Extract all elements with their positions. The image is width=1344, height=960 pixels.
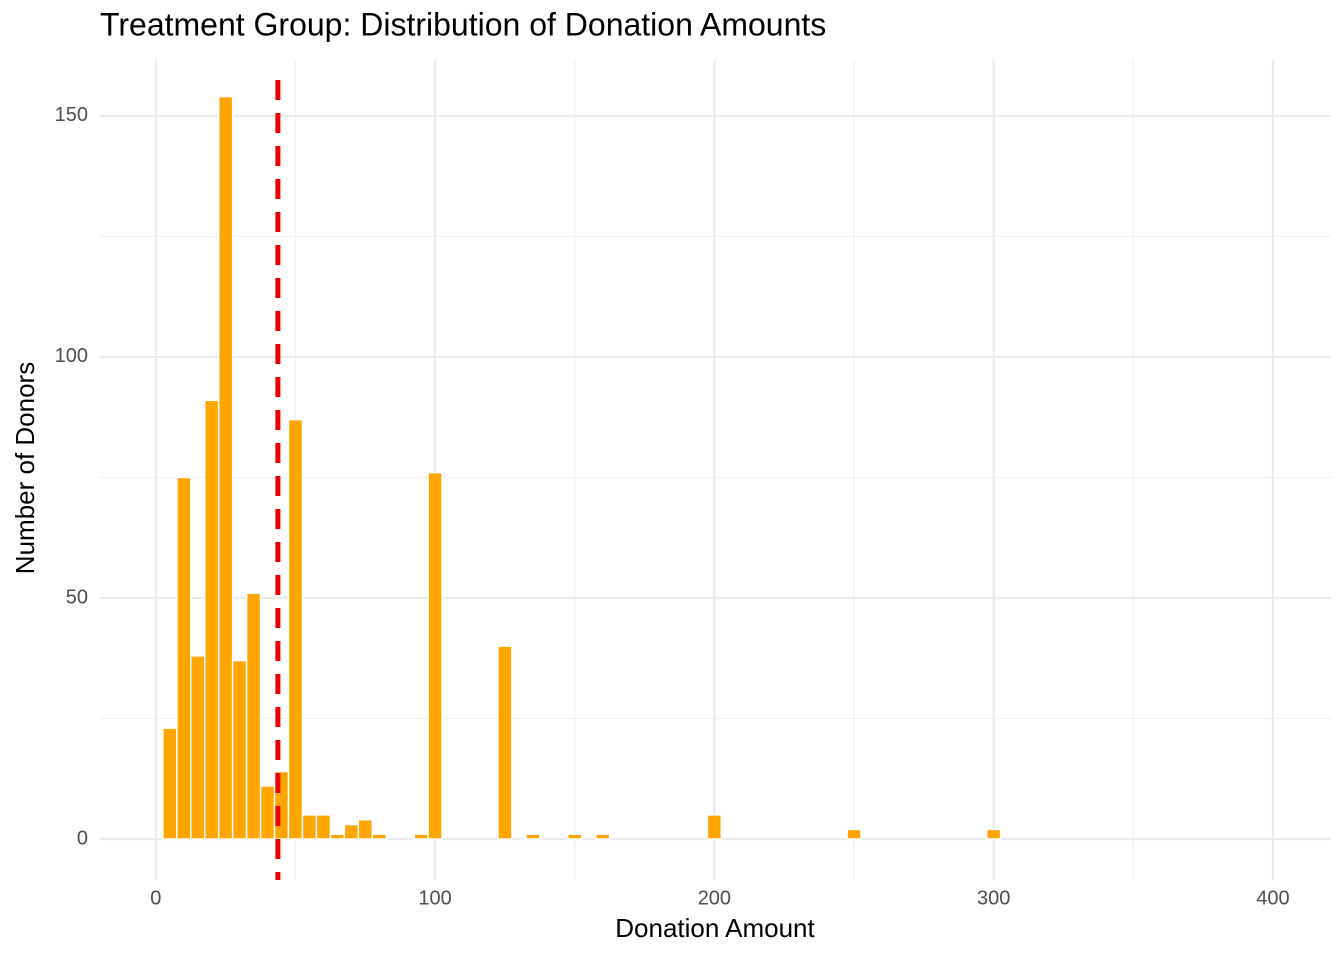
y-tick-label: 100 <box>55 345 88 367</box>
bar <box>176 476 192 840</box>
bar <box>287 418 304 840</box>
y-tick-label: 0 <box>77 827 88 849</box>
bar <box>329 833 346 840</box>
bar <box>315 814 332 840</box>
x-tick-label: 100 <box>418 887 451 909</box>
bar <box>357 818 374 840</box>
bar <box>190 655 206 840</box>
bar <box>301 814 318 840</box>
x-tick-label: 0 <box>150 887 161 909</box>
bar <box>245 592 262 840</box>
bar <box>497 645 513 840</box>
x-axis-title: Donation Amount <box>615 913 815 943</box>
bar <box>259 785 276 840</box>
bar <box>371 833 387 840</box>
x-tick-label: 300 <box>977 887 1010 909</box>
bar <box>525 833 541 840</box>
y-tick-label: 150 <box>55 104 88 126</box>
x-tick-label: 400 <box>1256 887 1289 909</box>
y-tick-label: 50 <box>66 586 88 608</box>
bar <box>203 399 220 840</box>
bar <box>413 833 429 840</box>
bar <box>343 823 360 840</box>
bar <box>846 828 862 840</box>
bar <box>231 659 248 840</box>
x-tick-label: 200 <box>698 887 731 909</box>
bar <box>706 814 723 840</box>
bar <box>985 828 1002 840</box>
bar <box>594 833 611 840</box>
bar <box>567 833 583 840</box>
bar <box>162 727 178 840</box>
bar <box>217 95 234 840</box>
y-axis-title: Number of Donors <box>10 362 40 574</box>
bar <box>427 471 443 840</box>
chart-title: Treatment Group: Distribution of Donatio… <box>100 6 826 42</box>
